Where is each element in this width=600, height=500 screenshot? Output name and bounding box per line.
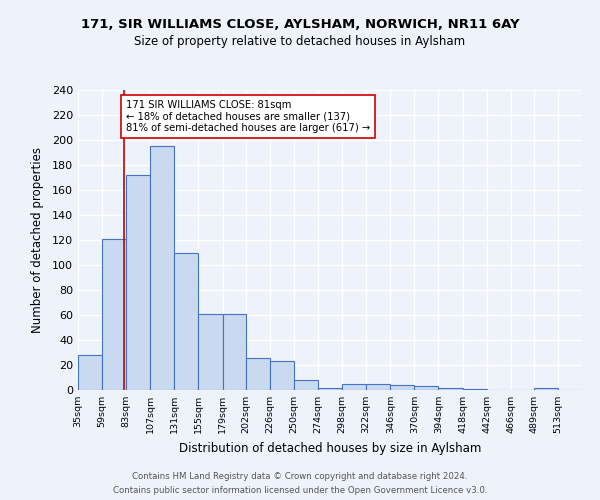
- Bar: [126, 175, 150, 390]
- Bar: [415, 386, 439, 390]
- Bar: [294, 380, 318, 390]
- Bar: [342, 384, 366, 390]
- Bar: [78, 355, 102, 390]
- Bar: [439, 388, 463, 390]
- Bar: [245, 358, 270, 390]
- X-axis label: Distribution of detached houses by size in Aylsham: Distribution of detached houses by size …: [179, 442, 481, 454]
- Bar: [534, 388, 558, 390]
- Bar: [390, 385, 415, 390]
- Bar: [223, 314, 245, 390]
- Text: 171, SIR WILLIAMS CLOSE, AYLSHAM, NORWICH, NR11 6AY: 171, SIR WILLIAMS CLOSE, AYLSHAM, NORWIC…: [80, 18, 520, 30]
- Y-axis label: Number of detached properties: Number of detached properties: [31, 147, 44, 333]
- Bar: [199, 314, 223, 390]
- Bar: [318, 388, 342, 390]
- Text: Size of property relative to detached houses in Aylsham: Size of property relative to detached ho…: [134, 35, 466, 48]
- Text: 171 SIR WILLIAMS CLOSE: 81sqm
← 18% of detached houses are smaller (137)
81% of : 171 SIR WILLIAMS CLOSE: 81sqm ← 18% of d…: [126, 100, 370, 133]
- Bar: [463, 389, 487, 390]
- Bar: [175, 252, 199, 390]
- Bar: [150, 146, 175, 390]
- Bar: [102, 239, 126, 390]
- Text: Contains HM Land Registry data © Crown copyright and database right 2024.: Contains HM Land Registry data © Crown c…: [132, 472, 468, 481]
- Bar: [270, 361, 294, 390]
- Bar: [366, 384, 390, 390]
- Text: Contains public sector information licensed under the Open Government Licence v3: Contains public sector information licen…: [113, 486, 487, 495]
